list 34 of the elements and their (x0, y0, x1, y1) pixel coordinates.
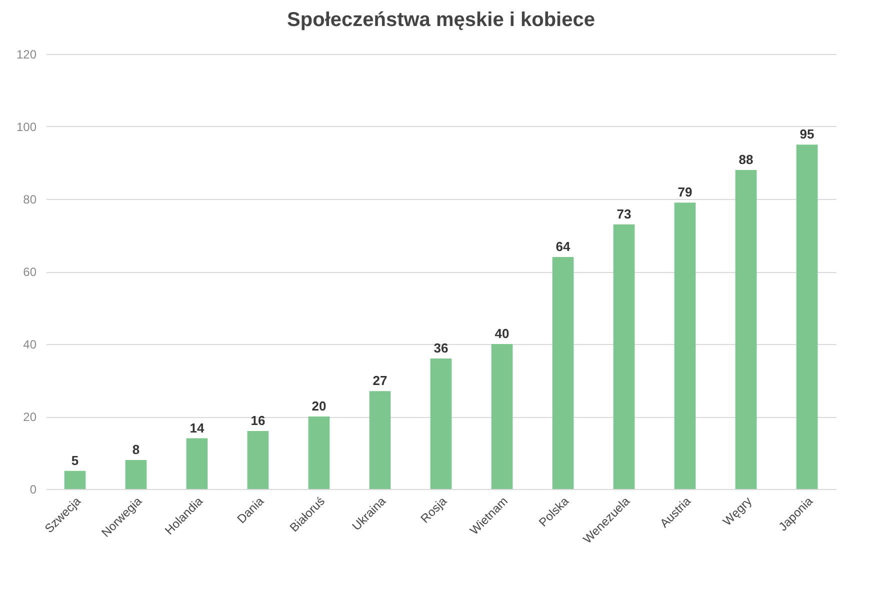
y-tick-label: 40 (23, 338, 37, 352)
data-label: 73 (616, 206, 632, 222)
data-label: 8 (132, 442, 140, 457)
data-label: 79 (678, 184, 692, 200)
data-label: 95 (800, 126, 814, 142)
data-label: 14 (190, 420, 205, 436)
bar (613, 224, 635, 489)
bar (308, 416, 330, 489)
y-tick-label: 100 (16, 120, 37, 134)
bar (674, 202, 696, 489)
bar (125, 460, 147, 489)
data-label: 36 (434, 340, 448, 356)
data-label: 64 (556, 239, 572, 254)
data-label: 20 (312, 398, 326, 414)
y-tick-label: 80 (23, 192, 37, 206)
data-label: 27 (372, 373, 388, 388)
bar (186, 438, 208, 489)
data-label: 88 (738, 152, 754, 167)
y-tick-label: 0 (30, 482, 37, 496)
bar (64, 470, 86, 489)
bar (430, 358, 452, 489)
bar (491, 344, 513, 489)
chart-title: Społeczeństwa męskie i kobiece (287, 9, 595, 31)
y-tick-label: 20 (23, 410, 37, 424)
bar (247, 431, 269, 489)
data-label: 40 (494, 326, 510, 341)
bar (735, 170, 757, 489)
data-label: 16 (250, 413, 266, 428)
y-tick-label: 60 (23, 265, 37, 279)
data-label: 5 (71, 452, 79, 468)
bar (369, 391, 391, 489)
y-tick-label: 120 (16, 48, 37, 62)
bar (796, 144, 818, 489)
bar (552, 257, 574, 489)
